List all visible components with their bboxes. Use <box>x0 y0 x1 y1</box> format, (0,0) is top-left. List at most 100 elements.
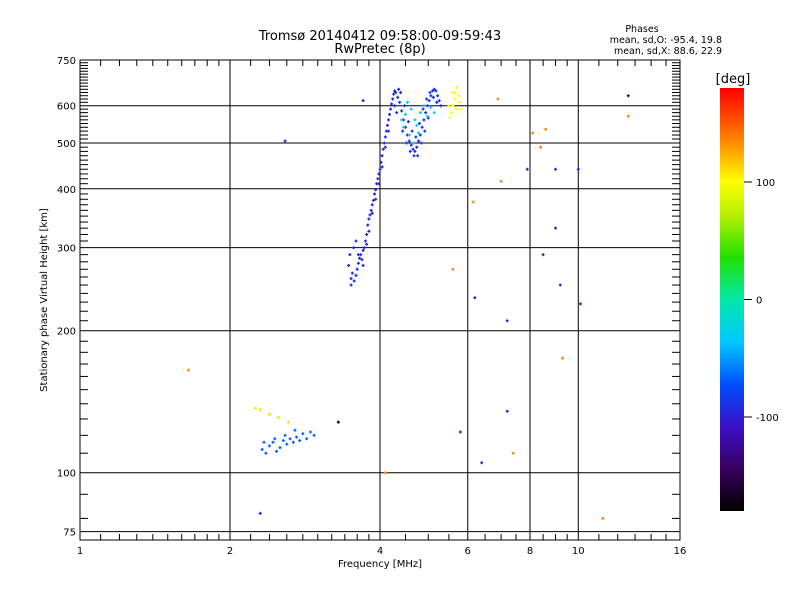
data-point <box>394 90 398 94</box>
data-point <box>370 203 374 207</box>
data-point <box>415 123 419 127</box>
data-point <box>281 439 285 443</box>
data-point <box>349 283 353 287</box>
data-point <box>404 141 408 145</box>
data-point <box>405 100 409 104</box>
data-point <box>411 147 415 151</box>
data-point <box>428 90 432 94</box>
data-point <box>391 97 395 101</box>
data-point <box>471 200 475 204</box>
data-point <box>369 208 373 212</box>
data-point <box>275 449 279 453</box>
data-point <box>365 232 369 236</box>
data-point <box>267 444 271 448</box>
y-tick-label: 750 <box>57 56 76 67</box>
data-point <box>186 368 190 372</box>
data-point <box>411 141 415 145</box>
data-point <box>403 112 407 116</box>
data-point <box>383 135 387 139</box>
data-point <box>473 296 477 300</box>
data-point <box>378 167 382 171</box>
data-point <box>388 112 392 116</box>
data-point <box>413 149 417 153</box>
data-point <box>558 283 562 287</box>
data-point <box>352 246 356 250</box>
data-point <box>399 90 403 94</box>
data-point <box>407 139 411 143</box>
y-tick-label: 200 <box>57 327 76 338</box>
y-tick-label: 600 <box>57 102 76 113</box>
data-point <box>553 167 557 171</box>
data-point <box>264 451 268 455</box>
data-point <box>253 406 257 410</box>
data-point <box>383 145 387 149</box>
data-point <box>425 97 429 101</box>
data-point <box>409 143 413 147</box>
data-point <box>368 213 372 217</box>
data-point <box>273 437 277 441</box>
data-point <box>458 107 462 111</box>
data-point <box>458 100 462 104</box>
data-point <box>389 107 393 111</box>
data-point <box>505 319 509 323</box>
data-point <box>271 440 275 444</box>
data-point <box>366 223 370 227</box>
data-point <box>431 89 435 93</box>
data-point <box>458 430 462 434</box>
data-point <box>601 516 605 520</box>
data-point <box>417 131 421 135</box>
data-point <box>426 116 430 120</box>
data-point <box>398 100 402 104</box>
data-point <box>355 267 359 271</box>
data-point <box>434 89 438 93</box>
data-point <box>431 95 435 99</box>
data-point <box>417 122 421 126</box>
data-point <box>499 179 503 183</box>
data-point <box>370 211 374 215</box>
data-point <box>410 129 414 133</box>
data-point <box>414 135 418 139</box>
data-point <box>386 129 390 133</box>
data-point <box>354 273 358 277</box>
data-point <box>380 165 384 169</box>
x-tick-label: 8 <box>527 546 533 557</box>
data-point <box>539 145 543 149</box>
data-point <box>454 107 458 111</box>
data-point <box>283 139 287 143</box>
data-point <box>423 129 427 133</box>
data-point <box>349 277 353 281</box>
data-point <box>336 420 340 424</box>
data-point <box>356 253 360 257</box>
data-point <box>365 242 369 246</box>
data-point <box>347 264 351 268</box>
data-point <box>422 104 426 108</box>
data-point <box>373 192 377 196</box>
data-point <box>400 109 404 113</box>
data-point <box>295 435 299 439</box>
data-point <box>361 99 365 103</box>
data-point <box>420 125 424 129</box>
x-tick-label: 6 <box>465 546 471 557</box>
data-point <box>435 100 439 104</box>
data-point <box>401 129 405 133</box>
data-point <box>424 111 428 115</box>
data-point <box>432 111 436 115</box>
data-point <box>358 256 362 260</box>
phases-x-stats: mean, sd,X: 88.6, 22.9 <box>614 46 722 57</box>
data-point <box>308 430 312 434</box>
data-point <box>439 104 443 108</box>
data-point <box>276 415 280 419</box>
data-point <box>377 182 381 186</box>
data-point <box>305 437 309 441</box>
colorbar-label: [deg] <box>716 72 751 87</box>
data-point <box>422 118 426 122</box>
data-point <box>362 246 366 250</box>
data-point <box>278 446 282 450</box>
data-point <box>415 145 419 149</box>
minor-ticks <box>80 60 680 540</box>
data-point <box>350 271 354 275</box>
data-point <box>283 433 287 437</box>
data-point <box>356 261 360 265</box>
colorbar <box>720 88 744 511</box>
chart-title-line2: RwPretec (8p) <box>334 42 425 57</box>
